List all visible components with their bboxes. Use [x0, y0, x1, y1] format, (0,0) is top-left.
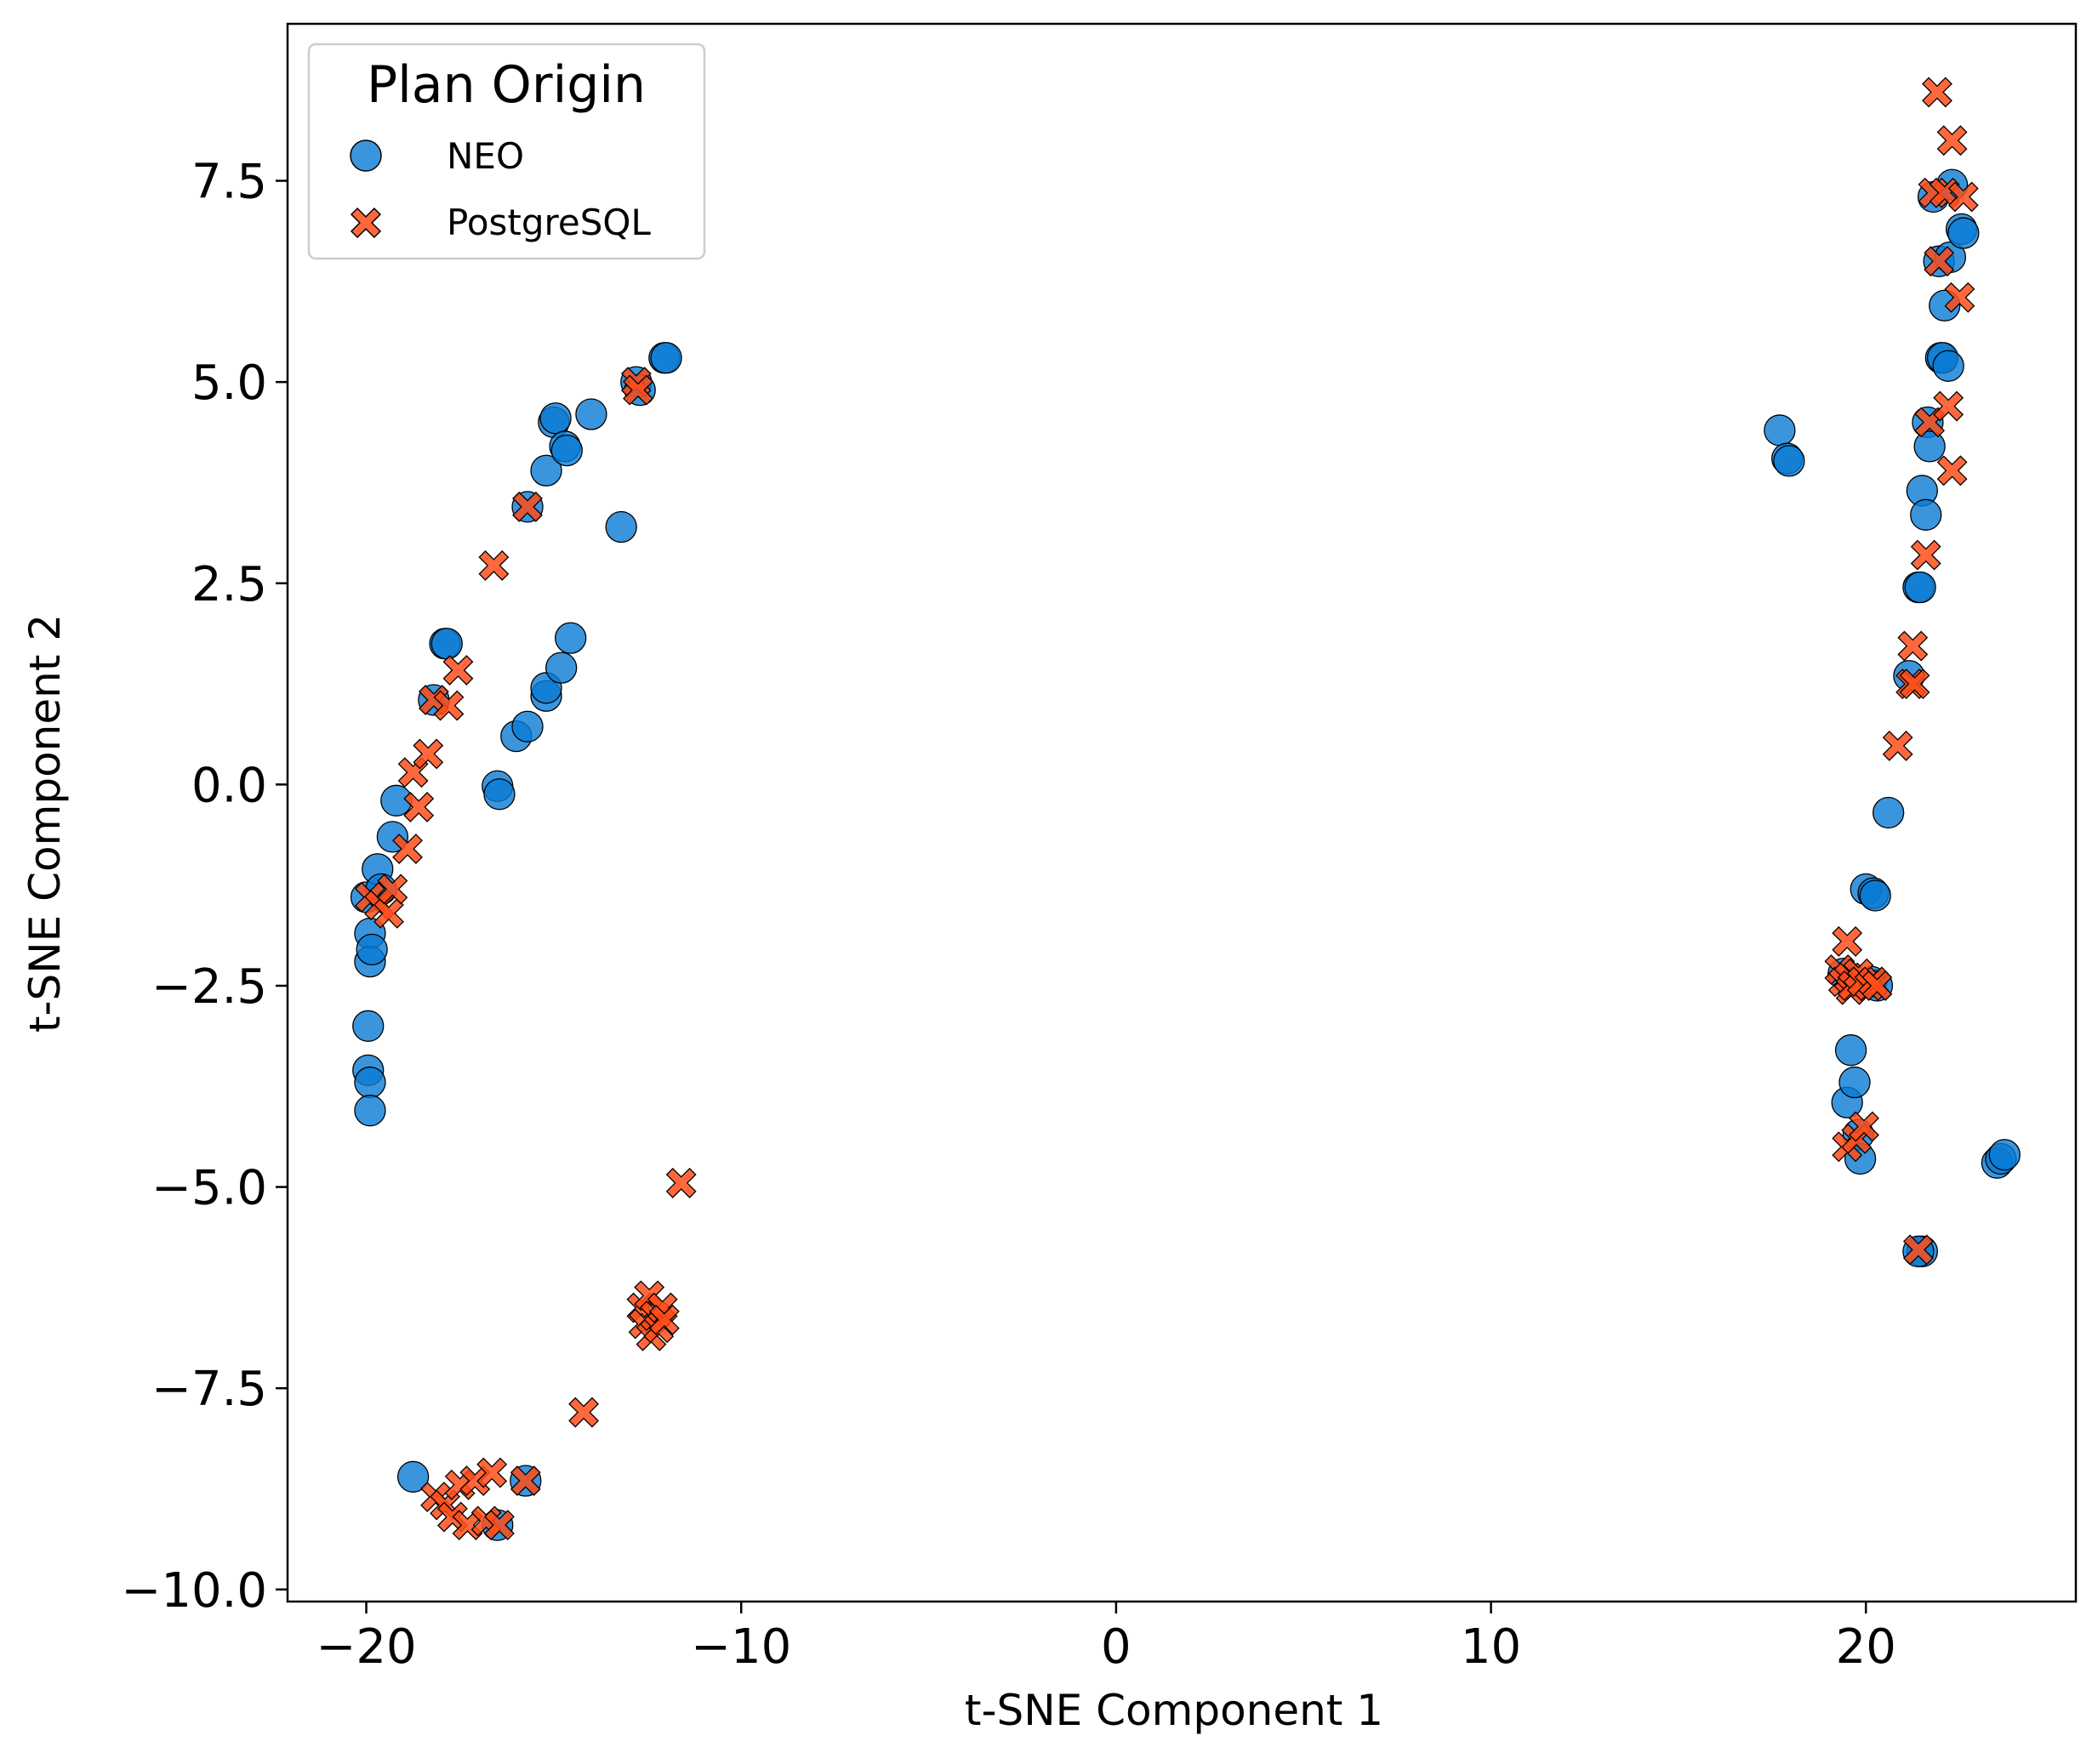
neo-point [530, 454, 562, 487]
postgresql-point [1861, 970, 1893, 1001]
neo-point [483, 778, 516, 811]
legend-postgresql-label: PostgreSQL [447, 202, 651, 243]
neo-point [605, 510, 637, 543]
neo-point [1910, 498, 1942, 531]
postgresql-point [1947, 181, 1979, 213]
neo-point [354, 1066, 386, 1099]
neo-point [1904, 571, 1936, 604]
postgresql-point [478, 549, 510, 581]
neo-point [396, 1460, 430, 1493]
postgresql-point [1897, 630, 1929, 662]
x-axis-label: t-SNE Component 1 [965, 1686, 1383, 1735]
y-tick-label: −2.5 [151, 959, 267, 1015]
postgresql-point [1882, 730, 1913, 761]
postgresql-point [1944, 282, 1975, 313]
postgresql-point [1933, 390, 1964, 422]
postgresql-point [1922, 77, 1952, 108]
neo-point [1988, 1139, 2021, 1171]
plot-frame [286, 22, 2078, 1603]
postgresql-point [476, 1457, 508, 1488]
postgresql-point [392, 834, 423, 865]
neo-point [1873, 796, 1905, 829]
x-tick-label: 20 [1836, 1619, 1896, 1675]
postgresql-point [1902, 1234, 1934, 1266]
x-axis-ticks: −20 −10 0 10 20 [316, 1602, 1896, 1675]
postgresql-point [665, 1167, 697, 1198]
postgresql-point [1910, 539, 1941, 571]
neo-point [1764, 414, 1796, 447]
neo-point [511, 710, 544, 743]
y-tick-label: 7.5 [191, 155, 267, 210]
postgresql-point [1936, 455, 1968, 487]
neo-point [352, 1010, 385, 1042]
postgresql-point [1936, 125, 1968, 156]
neo-point [650, 342, 682, 374]
neo-point [550, 434, 583, 467]
postgresql-point [403, 791, 435, 822]
postgresql-point [1924, 246, 1955, 277]
neo-point [1932, 350, 1964, 382]
neo-point [356, 933, 388, 966]
neo-point [575, 398, 607, 430]
postgresql-point [484, 1510, 515, 1541]
postgresql-point [510, 1465, 541, 1496]
legend-neo-marker [350, 139, 382, 172]
postgresql-point [1849, 1111, 1879, 1142]
plot-area [286, 22, 2078, 1603]
neo-point [430, 628, 463, 660]
postgresql-point [377, 873, 408, 905]
y-axis-ticks: −10.0 −7.5 −5.0 −2.5 0.0 2.5 5.0 7.5 [121, 155, 288, 1619]
neo-point [539, 402, 572, 435]
legend-item-neo: NEO [350, 135, 524, 177]
legend-neo-label: NEO [447, 135, 524, 177]
x-tick-label: 10 [1461, 1619, 1521, 1675]
postgresql-point [413, 738, 444, 770]
neo-point [1913, 430, 1946, 463]
y-tick-label: 2.5 [191, 557, 267, 612]
x-tick-label: −10 [691, 1619, 791, 1675]
postgresql-point [459, 1465, 491, 1496]
postgresql-point [433, 690, 465, 721]
x-tick-label: 0 [1101, 1619, 1132, 1675]
neo-point [1859, 879, 1891, 912]
postgresql-point [623, 374, 653, 406]
neo-point [1929, 289, 1961, 322]
postgresql-point [373, 897, 404, 929]
postgresql-point [442, 655, 474, 686]
x-tick-label: −20 [316, 1619, 416, 1675]
y-tick-label: −5.0 [151, 1161, 267, 1216]
y-axis-label: t-SNE Component 2 [20, 614, 70, 1033]
postgresql-series [354, 77, 1979, 1541]
y-tick-label: 0.0 [191, 758, 267, 813]
y-tick-label: −10.0 [121, 1563, 267, 1619]
neo-point [1947, 217, 1980, 249]
neo-point [545, 652, 578, 684]
neo-point [1773, 445, 1805, 477]
legend-title: Plan Origin [367, 55, 646, 115]
neo-point [555, 622, 587, 654]
postgresql-point [1832, 925, 1863, 957]
legend-postgresql-marker [350, 207, 382, 239]
neo-point [354, 1095, 386, 1127]
legend-box [307, 43, 706, 260]
y-tick-label: −7.5 [151, 1362, 267, 1417]
neo-point [1838, 1066, 1871, 1099]
neo-series [350, 168, 2021, 1541]
postgresql-point [1899, 669, 1930, 700]
legend: Plan Origin NEO PostgreSQL [307, 43, 706, 260]
neo-point [1834, 1034, 1867, 1067]
postgresql-point [512, 491, 543, 522]
legend-item-postgresql: PostgreSQL [350, 202, 651, 243]
postgresql-point [568, 1397, 600, 1428]
postgresql-point [648, 1304, 680, 1335]
y-tick-label: 5.0 [191, 356, 267, 411]
